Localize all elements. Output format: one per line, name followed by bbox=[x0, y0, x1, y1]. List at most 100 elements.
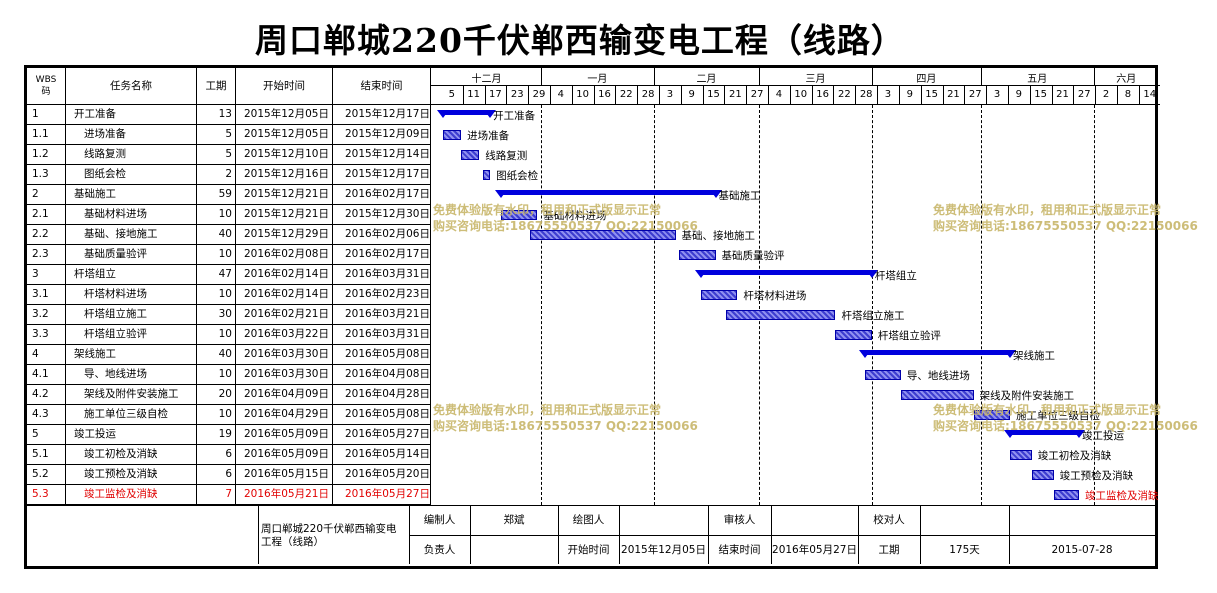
duration-cell: 47 bbox=[197, 265, 236, 284]
table-row[interactable]: 4.1 导、地线进场 10 2016年03月30日 2016年04月08日 bbox=[27, 365, 431, 385]
day-tick-label: 3 bbox=[666, 89, 674, 100]
table-row[interactable]: 2.2 基础、接地施工 40 2015年12月29日 2016年02月06日 bbox=[27, 225, 431, 245]
table-row[interactable]: 3 杆塔组立 47 2016年02月14日 2016年03月31日 bbox=[27, 265, 431, 285]
table-row[interactable]: 2 基础施工 59 2015年12月21日 2016年02月17日 bbox=[27, 185, 431, 205]
day-tick-label: 3 bbox=[993, 89, 1001, 100]
end-date-cell: 2016年03月31日 bbox=[333, 265, 431, 284]
summary-bar[interactable] bbox=[700, 270, 872, 275]
table-row[interactable]: 1.2 线路复测 5 2015年12月10日 2015年12月14日 bbox=[27, 145, 431, 165]
month-divider bbox=[871, 68, 873, 86]
table-row[interactable]: 3.3 杆塔组立验评 10 2016年03月22日 2016年03月31日 bbox=[27, 325, 431, 345]
table-row[interactable]: 4.3 施工单位三级自检 10 2016年04月29日 2016年05月08日 bbox=[27, 405, 431, 425]
start-date-cell: 2016年02月08日 bbox=[236, 245, 333, 264]
day-tick-label: 22 bbox=[838, 89, 851, 100]
day-tick-label: 21 bbox=[947, 89, 960, 100]
day-tick-label: 9 bbox=[688, 89, 695, 100]
day-tick-label: 5 bbox=[448, 89, 455, 100]
task-bar-label: 杆塔材料进场 bbox=[743, 290, 807, 302]
task-name-header: 任务名称 bbox=[66, 68, 197, 105]
task-bar-label: 基础、接地施工 bbox=[681, 230, 756, 242]
wbs-cell: 2 bbox=[27, 185, 66, 204]
task-bar[interactable] bbox=[530, 230, 676, 240]
reviewer-value bbox=[771, 505, 858, 535]
table-row[interactable]: 4.2 架线及附件安装施工 20 2016年04月09日 2016年04月28日 bbox=[27, 385, 431, 405]
table-row[interactable]: 1.1 进场准备 5 2015年12月05日 2015年12月09日 bbox=[27, 125, 431, 145]
task-bar[interactable] bbox=[1053, 490, 1080, 500]
summary-bar[interactable] bbox=[442, 110, 491, 115]
editor-value: 郑斌 bbox=[503, 514, 525, 526]
end-date-cell: 2016年05月27日 bbox=[333, 425, 431, 444]
summary-bar-label: 杆塔组立 bbox=[874, 270, 917, 282]
editor-label: 编制人 bbox=[423, 514, 456, 526]
table-row[interactable]: 5 竣工投运 19 2016年05月09日 2016年05月27日 bbox=[27, 425, 431, 445]
duration-cell: 13 bbox=[197, 105, 236, 124]
end-date-cell: 2015年12月17日 bbox=[333, 165, 431, 184]
day-tick-label: 11 bbox=[467, 89, 480, 100]
start-date-cell: 2016年03月22日 bbox=[236, 325, 333, 344]
day-divider bbox=[855, 86, 857, 104]
task-bar[interactable] bbox=[835, 330, 872, 340]
task-bar-label: 竣工初检及消缺 bbox=[1037, 450, 1112, 462]
task-bar[interactable] bbox=[1009, 450, 1032, 460]
end-date-cell: 2016年05月27日 bbox=[333, 485, 431, 504]
day-divider bbox=[462, 86, 464, 104]
task-bar[interactable] bbox=[1031, 470, 1054, 480]
task-bar[interactable] bbox=[726, 310, 836, 320]
task-bar-label: 线路复测 bbox=[485, 150, 528, 162]
table-row[interactable]: 3.2 杆塔组立施工 30 2016年02月21日 2016年03月21日 bbox=[27, 305, 431, 325]
task-bar[interactable] bbox=[501, 210, 538, 220]
task-bar-label: 竣工监检及消缺 bbox=[1085, 490, 1159, 502]
task-bar[interactable] bbox=[442, 130, 462, 140]
day-tick-label: 15 bbox=[707, 89, 720, 100]
summary-bar[interactable] bbox=[501, 190, 716, 195]
table-row[interactable]: 2.3 基础质量验评 10 2016年02月08日 2016年02月17日 bbox=[27, 245, 431, 265]
watermark-text: 免费体验版有水印，租用和正式版显示正常 购买咨询电话:18675550537 QQ… bbox=[933, 202, 1198, 234]
task-bar[interactable] bbox=[482, 170, 491, 180]
day-header-row: 5 11 17 23 29 4 10 16 22 28 3 9 15 21 27 4 10 16 22 28 3 9 15 2… bbox=[431, 86, 1160, 105]
month-label: 四月 bbox=[916, 74, 937, 85]
extra-cell bbox=[1009, 505, 1155, 535]
table-row[interactable]: 4 架线施工 40 2016年03月30日 2016年05月08日 bbox=[27, 345, 431, 365]
start-date-cell: 2016年05月09日 bbox=[236, 445, 333, 464]
table-row[interactable]: 5.2 竣工预检及消缺 6 2016年05月15日 2016年05月20日 bbox=[27, 465, 431, 485]
day-tick-label: 27 bbox=[968, 89, 982, 100]
duration-cell: 30 bbox=[197, 305, 236, 324]
table-row[interactable]: 3.1 杆塔材料进场 10 2016年02月14日 2016年02月23日 bbox=[27, 285, 431, 305]
summary-bar[interactable] bbox=[1009, 430, 1080, 435]
table-row[interactable]: 1.3 图纸会检 2 2015年12月16日 2015年12月17日 bbox=[27, 165, 431, 185]
task-bar[interactable] bbox=[700, 290, 738, 300]
end-date-cell: 2016年05月08日 bbox=[333, 345, 431, 364]
table-row[interactable]: 5.1 竣工初检及消缺 6 2016年05月09日 2016年05月14日 bbox=[27, 445, 431, 465]
end-date-cell: 2016年02月06日 bbox=[333, 225, 431, 244]
start-date-cell: 2016年05月15日 bbox=[236, 465, 333, 484]
task-bar[interactable] bbox=[973, 410, 1010, 420]
end-date-cell: 2016年02月17日 bbox=[333, 185, 431, 204]
end-date-cell: 2016年04月08日 bbox=[333, 365, 431, 384]
day-divider bbox=[986, 86, 988, 104]
end-date-cell: 2016年04月28日 bbox=[333, 385, 431, 404]
start-date-cell: 2016年05月21日 bbox=[236, 485, 333, 504]
table-row[interactable]: 1 开工准备 13 2015年12月05日 2015年12月17日 bbox=[27, 105, 431, 125]
day-divider bbox=[746, 86, 748, 104]
day-tick-label: 14 bbox=[1143, 89, 1157, 100]
month-gridline bbox=[980, 105, 982, 505]
watermark-line-1: 免费体验版有水印，租用和正式版显示正常 bbox=[933, 203, 1162, 217]
month-gridline bbox=[871, 105, 873, 505]
task-bar[interactable] bbox=[461, 150, 480, 160]
page-title: 周口郸城220千伏郸西输变电工程（线路） bbox=[255, 21, 905, 60]
start-date-cell: 2015年12月21日 bbox=[236, 185, 333, 204]
task-bar[interactable] bbox=[864, 370, 901, 380]
task-name-cell: 基础材料进场 bbox=[66, 205, 197, 224]
summary-bar[interactable] bbox=[864, 350, 1010, 355]
task-bar[interactable] bbox=[900, 390, 974, 400]
watermark-text: 免费体验版有水印，租用和正式版显示正常 购买咨询电话:18675550537 QQ… bbox=[433, 402, 698, 434]
day-divider bbox=[528, 86, 530, 104]
end-date-cell: 2015年12月17日 bbox=[333, 105, 431, 124]
end-date-cell: 2015年12月30日 bbox=[333, 205, 431, 224]
table-row[interactable]: 2.1 基础材料进场 10 2015年12月21日 2015年12月30日 bbox=[27, 205, 431, 225]
task-name-cell: 杆塔组立 bbox=[66, 265, 197, 284]
day-divider bbox=[768, 86, 770, 104]
table-row[interactable]: 5.3 竣工监检及消缺 7 2016年05月21日 2016年05月27日 bbox=[27, 485, 431, 505]
task-name-cell: 竣工监检及消缺 bbox=[66, 485, 197, 504]
task-bar[interactable] bbox=[679, 250, 716, 260]
